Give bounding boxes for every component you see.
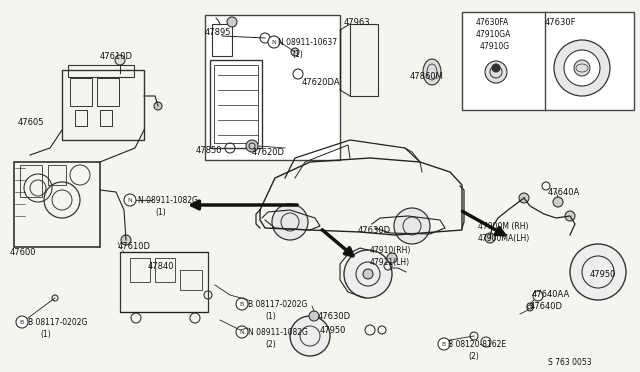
Text: 47600: 47600: [10, 248, 36, 257]
Ellipse shape: [485, 61, 507, 83]
Text: N 08911-1082G: N 08911-1082G: [138, 196, 198, 205]
Bar: [350, 24, 378, 96]
Circle shape: [227, 17, 237, 27]
Text: (2): (2): [468, 352, 479, 361]
Circle shape: [553, 197, 563, 207]
Text: 47610D: 47610D: [118, 242, 151, 251]
Text: B: B: [20, 320, 24, 324]
Text: (2): (2): [265, 340, 276, 349]
Text: 47630F: 47630F: [545, 18, 577, 27]
Bar: [214, 65, 258, 143]
Bar: [70, 78, 92, 106]
Bar: [212, 24, 232, 56]
Text: (1): (1): [265, 312, 276, 321]
Circle shape: [394, 208, 430, 244]
Text: (1): (1): [40, 330, 51, 339]
Bar: [210, 60, 262, 148]
Ellipse shape: [423, 59, 441, 85]
Circle shape: [121, 235, 131, 245]
Circle shape: [387, 253, 397, 263]
Circle shape: [268, 36, 280, 48]
Text: N 08911-10637: N 08911-10637: [278, 38, 337, 47]
Bar: [20, 165, 42, 197]
Circle shape: [115, 55, 125, 65]
Circle shape: [570, 244, 626, 300]
Bar: [62, 70, 144, 140]
Circle shape: [519, 193, 529, 203]
Circle shape: [236, 326, 248, 338]
Text: B: B: [240, 301, 244, 307]
Bar: [462, 12, 634, 110]
Circle shape: [246, 140, 258, 152]
Circle shape: [124, 194, 136, 206]
Bar: [130, 258, 150, 282]
Text: 47640A: 47640A: [548, 188, 580, 197]
Bar: [205, 15, 340, 160]
Text: N 08911-1082G: N 08911-1082G: [248, 328, 308, 337]
Bar: [155, 258, 175, 282]
Text: 47640D: 47640D: [530, 302, 563, 311]
Text: 47620D: 47620D: [252, 148, 285, 157]
Text: B 08117-0202G: B 08117-0202G: [28, 318, 88, 327]
Text: 47840: 47840: [148, 262, 175, 271]
Bar: [180, 270, 202, 290]
Circle shape: [363, 269, 373, 279]
Bar: [100, 110, 112, 126]
Text: N: N: [271, 39, 276, 45]
Bar: [97, 78, 119, 106]
Circle shape: [574, 60, 590, 76]
Text: (1): (1): [292, 50, 303, 59]
Text: 47911(LH): 47911(LH): [370, 258, 410, 267]
Circle shape: [290, 316, 330, 356]
Circle shape: [554, 40, 610, 96]
Bar: [120, 252, 208, 312]
Text: 47910G: 47910G: [480, 42, 510, 51]
Text: 47860M: 47860M: [410, 72, 444, 81]
Text: 47630D: 47630D: [318, 312, 351, 321]
Text: 47640AA: 47640AA: [532, 290, 570, 299]
Circle shape: [236, 298, 248, 310]
Text: S 763 0053: S 763 0053: [548, 358, 591, 367]
Text: N: N: [127, 198, 132, 202]
Text: 47963: 47963: [344, 18, 371, 27]
Text: B 08117-0202G: B 08117-0202G: [248, 300, 307, 309]
Circle shape: [291, 48, 299, 56]
Text: B 08120-8162E: B 08120-8162E: [448, 340, 506, 349]
Circle shape: [309, 311, 319, 321]
Text: 47895: 47895: [205, 28, 232, 37]
Text: 47950: 47950: [590, 270, 616, 279]
Text: B: B: [442, 341, 446, 346]
Bar: [14, 162, 100, 247]
Text: N: N: [239, 330, 244, 334]
Text: 47630D: 47630D: [358, 226, 391, 235]
Bar: [68, 65, 134, 77]
Circle shape: [438, 338, 450, 350]
Text: 47630FA: 47630FA: [476, 18, 509, 27]
Text: 47620DA: 47620DA: [302, 78, 340, 87]
Circle shape: [344, 250, 392, 298]
Bar: [75, 110, 87, 126]
Circle shape: [16, 316, 28, 328]
Circle shape: [565, 211, 575, 221]
Text: 47910(RH): 47910(RH): [370, 246, 412, 255]
Text: 47900M (RH): 47900M (RH): [478, 222, 529, 231]
Circle shape: [272, 204, 308, 240]
Text: 47850: 47850: [196, 146, 223, 155]
Bar: [48, 165, 66, 185]
Circle shape: [564, 50, 600, 86]
Circle shape: [154, 102, 162, 110]
Text: (1): (1): [155, 208, 166, 217]
Circle shape: [485, 233, 495, 243]
Circle shape: [492, 64, 500, 72]
Text: 47950: 47950: [320, 326, 346, 335]
Text: 47900MA(LH): 47900MA(LH): [478, 234, 531, 243]
Text: 47605: 47605: [18, 118, 45, 127]
Text: 47910GA: 47910GA: [476, 30, 511, 39]
Text: 47610D: 47610D: [100, 52, 133, 61]
